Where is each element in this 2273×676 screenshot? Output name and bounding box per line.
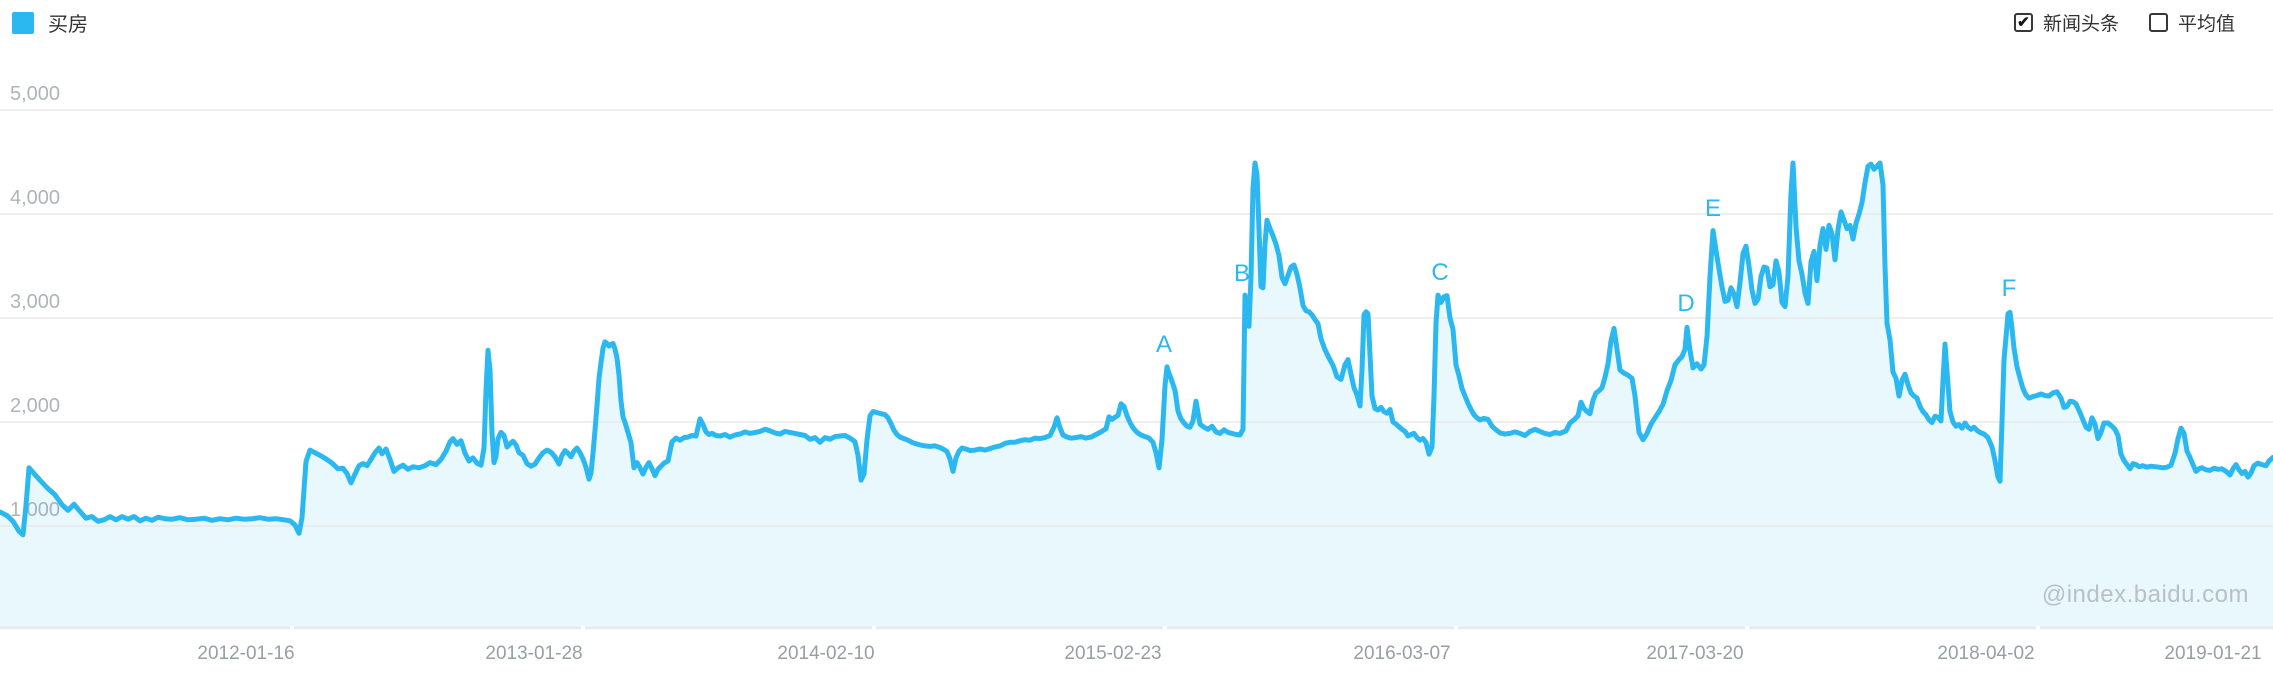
series-area-fill [0,163,2273,628]
toggle-average-value[interactable]: 平均值 [2148,9,2235,36]
x-axis-label: 2013-01-28 [485,643,582,664]
series-line [0,160,2273,538]
x-axis-label: 2014-02-10 [777,643,874,664]
news-marker-D[interactable]: D [1677,290,1694,317]
checkbox-checked-icon[interactable]: ✔ [2013,13,2033,32]
watermark: @index.baidu.com [2041,581,2249,608]
y-axis-label: 3,000 [10,291,60,313]
news-marker-C[interactable]: C [1431,259,1448,286]
x-axis-label: 2017-03-20 [1646,643,1743,664]
x-axis-label: 2018-04-02 [1937,643,2034,664]
checkbox-unchecked-icon[interactable] [2148,13,2168,32]
x-axis-tick-gap [290,626,294,631]
y-axis-label: 5,000 [10,83,60,105]
news-marker-A[interactable]: A [1156,331,1172,358]
x-axis-tick-gap [581,626,585,631]
news-marker-F[interactable]: F [2002,275,2017,302]
legend-item-keyword[interactable]: 买房 [12,8,88,37]
news-marker-E[interactable]: E [1705,195,1721,222]
x-axis-label: 2012-01-16 [197,643,294,664]
x-axis-label: 2015-02-23 [1064,643,1161,664]
x-axis-tick-gap [2036,626,2040,631]
x-axis-tick-gap [872,626,876,631]
news-marker-B[interactable]: B [1234,260,1250,287]
toggle-news-headlines-label: 新闻头条 [2042,14,2119,35]
legend-keyword-label: 买房 [48,14,88,36]
chart-header: 买房 ✔ 新闻头条 平均值 [0,0,2273,48]
y-axis-label: 2,000 [10,395,60,417]
toggle-news-headlines[interactable]: ✔ 新闻头条 [2013,9,2119,36]
legend-color-swatch [12,11,34,34]
x-axis-label: 2019-01-21 [2164,643,2261,664]
chart-toggle-controls: ✔ 新闻头条 平均值 [2013,9,2235,36]
x-axis-tick-gap [1454,626,1458,631]
y-axis-label: 4,000 [10,187,60,209]
toggle-average-value-label: 平均值 [2177,14,2235,35]
x-axis-tick-gap [1745,626,1749,631]
x-axis-label: 2016-03-07 [1353,643,1450,664]
x-axis-tick-gap [1163,626,1167,631]
